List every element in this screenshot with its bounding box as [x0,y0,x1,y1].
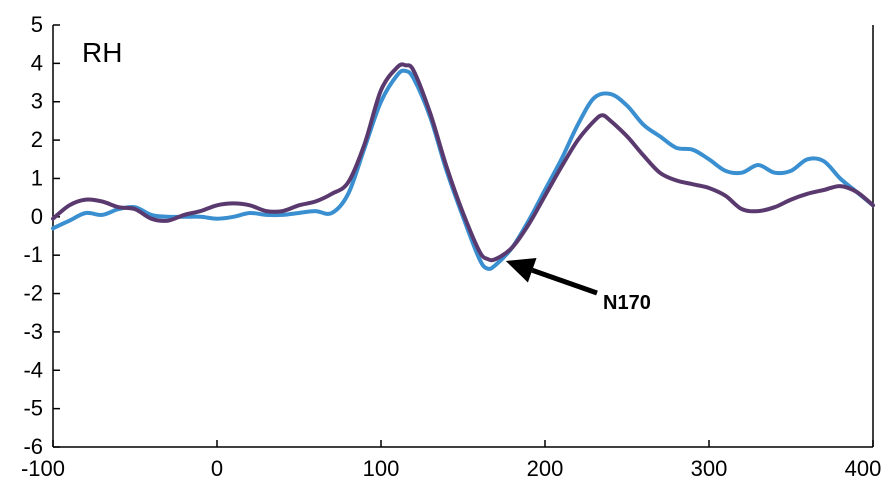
x-tick-label: 200 [527,456,564,481]
annotation: N170 [505,258,651,314]
y-tick-label: 2 [31,127,43,152]
x-tick-label: 300 [691,456,728,481]
y-tick-label: -6 [23,434,43,459]
x-tick-label: 400 [845,456,882,481]
y-tick-label: 4 [31,50,43,75]
x-ticks: -100 0 100 200 300 400 [21,440,881,481]
series-line-2 [51,62,875,263]
y-tick-label: -1 [23,242,43,267]
series-line-1 [51,68,875,271]
x-tick-label: 100 [363,456,400,481]
y-tick-label: -4 [23,357,43,382]
y-tick-label: 0 [31,204,43,229]
y-tick-label: 1 [31,165,43,190]
y-tick-label: 3 [31,89,43,114]
y-ticks: 5 4 3 2 1 0 -1 -2 -3 -4 -5 -6 [23,12,60,459]
y-tick-label: -3 [23,319,43,344]
x-tick-label: 0 [211,456,223,481]
panel-label: RH [82,37,122,68]
axes [52,25,874,448]
series-layer [51,62,875,271]
y-tick-label: 5 [31,12,43,37]
annotation-arrow-shaft [531,267,598,296]
y-tick-label: -5 [23,396,43,421]
annotation-label: N170 [603,292,651,314]
x-tick-label: -100 [21,456,65,481]
y-tick-label: -2 [23,281,43,306]
annotation-arrow-head [505,258,537,283]
